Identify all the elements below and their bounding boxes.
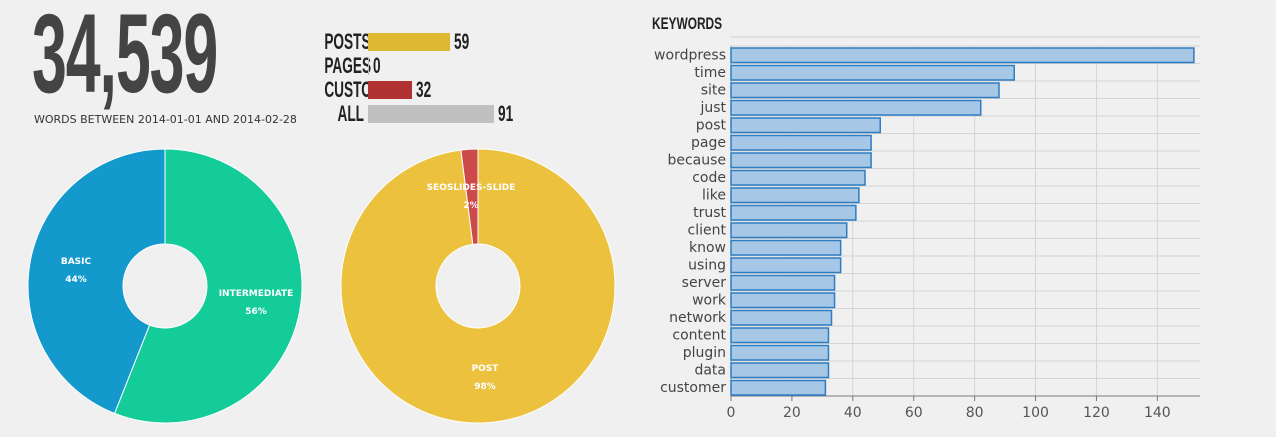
count-label: PAGES: [324, 53, 372, 78]
keyword-label: trust: [693, 205, 726, 221]
word-count: 34,539: [32, 0, 218, 116]
keyword-label: content: [672, 328, 726, 344]
count-bar: [368, 105, 494, 123]
count-label: POSTS: [324, 29, 371, 54]
keyword-bar-like: [730, 187, 860, 204]
pie-label: BASIC: [61, 257, 92, 267]
count-label: ALL: [337, 101, 364, 126]
keyword-label: using: [688, 258, 726, 274]
keyword-bar-code: [730, 169, 866, 186]
keyword-label: because: [667, 153, 726, 169]
pie-label: POST: [472, 364, 500, 374]
count-value: 91: [498, 101, 514, 126]
pie-pct-label: 56%: [245, 307, 267, 317]
keyword-label: know: [689, 240, 726, 256]
keyword-label: plugin: [683, 345, 726, 361]
keyword-label: data: [694, 363, 726, 379]
keyword-bar-content: [730, 327, 830, 344]
keyword-label: time: [694, 65, 726, 81]
keyword-label: work: [692, 293, 727, 309]
count-bar: [368, 33, 450, 51]
pie-pct-label: 98%: [474, 382, 496, 392]
keyword-bar-client: [730, 222, 848, 239]
keyword-bar-work: [730, 292, 836, 309]
count-bar: [368, 57, 369, 75]
keyword-label: server: [682, 275, 727, 291]
pie-label: SEOSLIDES-SLIDE: [427, 183, 516, 193]
keyword-bar-data: [730, 362, 830, 379]
keyword-bar-know: [730, 239, 842, 256]
keyword-bar-time: [730, 64, 1015, 81]
count-value: 32: [416, 77, 432, 102]
keywords-title: KEYWORDS: [652, 14, 723, 33]
x-tick-label: 20: [783, 405, 801, 421]
x-tick-label: 40: [844, 405, 862, 421]
pie-label: INTERMEDIATE: [219, 289, 294, 299]
keyword-label: like: [702, 188, 726, 204]
keyword-bar-wordpress: [730, 47, 1195, 64]
pie-slice-post: [340, 148, 616, 424]
pie-pct-label: 2%: [463, 201, 478, 211]
x-tick-label: 60: [905, 405, 923, 421]
keyword-bar-using: [730, 257, 842, 274]
keyword-bar-customer: [730, 379, 827, 396]
keyword-label: post: [696, 118, 727, 134]
pie-pct-label: 44%: [65, 275, 87, 285]
keyword-bar-server: [730, 274, 836, 291]
keyword-label: network: [669, 310, 727, 326]
keyword-label: wordpress: [654, 48, 726, 64]
count-value: 0: [373, 53, 381, 78]
x-tick-label: 120: [1083, 405, 1110, 421]
count-bar: [368, 81, 412, 99]
keyword-bar-network: [730, 309, 833, 326]
keyword-bar-trust: [730, 204, 857, 221]
keyword-label: site: [701, 83, 726, 99]
x-tick-label: 0: [727, 405, 736, 421]
keyword-label: page: [691, 135, 726, 151]
words-date-range-label: WORDS BETWEEN 2014-01-01 AND 2014-02-28: [34, 113, 297, 126]
keyword-label: code: [692, 170, 726, 186]
keyword-label: just: [699, 100, 726, 116]
count-value: 59: [454, 29, 470, 54]
keyword-bar-post: [730, 117, 881, 134]
keyword-bar-plugin: [730, 344, 830, 361]
keyword-bar-because: [730, 152, 872, 169]
x-tick-label: 100: [1022, 405, 1049, 421]
pie-slice-basic: [27, 148, 166, 415]
keyword-bar-page: [730, 134, 872, 151]
x-tick-label: 140: [1144, 405, 1171, 421]
keyword-bar-site: [730, 82, 1000, 99]
keyword-label: customer: [660, 380, 726, 396]
keyword-label: client: [688, 223, 727, 239]
keyword-bar-just: [730, 99, 982, 116]
x-tick-label: 80: [966, 405, 984, 421]
pie-slice-intermediate: [113, 148, 303, 424]
